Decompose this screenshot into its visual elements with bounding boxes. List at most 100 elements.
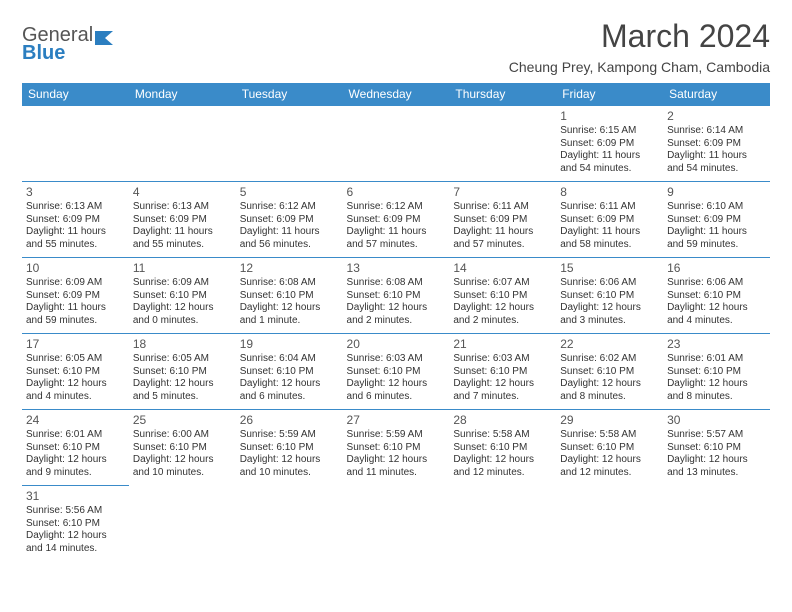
day-cell: 4Sunrise: 6:13 AMSunset: 6:09 PMDaylight… bbox=[129, 182, 236, 258]
info-line: Sunset: 6:10 PM bbox=[453, 442, 552, 455]
day-cell: 18Sunrise: 6:05 AMSunset: 6:10 PMDayligh… bbox=[129, 334, 236, 410]
location: Cheung Prey, Kampong Cham, Cambodia bbox=[509, 59, 770, 75]
info-line: Daylight: 11 hours bbox=[240, 226, 339, 239]
info-line: and 2 minutes. bbox=[347, 315, 446, 328]
day-number: 1 bbox=[560, 109, 659, 124]
info-line: Daylight: 12 hours bbox=[26, 530, 125, 543]
calendar-row: 1Sunrise: 6:15 AMSunset: 6:09 PMDaylight… bbox=[22, 106, 770, 182]
empty-cell bbox=[129, 486, 236, 562]
info-line: Sunrise: 6:08 AM bbox=[240, 277, 339, 290]
info-line: Sunrise: 5:57 AM bbox=[667, 429, 766, 442]
info-line: Daylight: 12 hours bbox=[667, 378, 766, 391]
info-line: Sunrise: 6:09 AM bbox=[26, 277, 125, 290]
info-line: Daylight: 12 hours bbox=[240, 302, 339, 315]
day-number: 18 bbox=[133, 337, 232, 352]
info-line: Daylight: 11 hours bbox=[26, 302, 125, 315]
info-line: and 6 minutes. bbox=[240, 391, 339, 404]
info-line: Daylight: 11 hours bbox=[133, 226, 232, 239]
info-line: and 54 minutes. bbox=[667, 163, 766, 176]
day-number: 24 bbox=[26, 413, 125, 428]
day-cell: 1Sunrise: 6:15 AMSunset: 6:09 PMDaylight… bbox=[556, 106, 663, 182]
empty-cell bbox=[236, 106, 343, 182]
info-line: Sunrise: 6:11 AM bbox=[560, 201, 659, 214]
info-line: Daylight: 11 hours bbox=[560, 226, 659, 239]
day-number: 6 bbox=[347, 185, 446, 200]
empty-cell bbox=[343, 106, 450, 182]
day-cell: 25Sunrise: 6:00 AMSunset: 6:10 PMDayligh… bbox=[129, 410, 236, 486]
info-line: Daylight: 12 hours bbox=[560, 454, 659, 467]
calendar-row: 10Sunrise: 6:09 AMSunset: 6:09 PMDayligh… bbox=[22, 258, 770, 334]
info-line: Daylight: 12 hours bbox=[240, 454, 339, 467]
day-number: 11 bbox=[133, 261, 232, 276]
info-line: Sunrise: 6:11 AM bbox=[453, 201, 552, 214]
info-line: Sunset: 6:10 PM bbox=[667, 290, 766, 303]
day-number: 13 bbox=[347, 261, 446, 276]
info-line: Sunset: 6:09 PM bbox=[560, 138, 659, 151]
info-line: Daylight: 12 hours bbox=[26, 378, 125, 391]
info-line: Sunrise: 5:56 AM bbox=[26, 505, 125, 518]
info-line: and 58 minutes. bbox=[560, 239, 659, 252]
info-line: Sunset: 6:10 PM bbox=[240, 442, 339, 455]
day-number: 4 bbox=[133, 185, 232, 200]
day-cell: 5Sunrise: 6:12 AMSunset: 6:09 PMDaylight… bbox=[236, 182, 343, 258]
empty-cell bbox=[556, 486, 663, 562]
day-cell: 26Sunrise: 5:59 AMSunset: 6:10 PMDayligh… bbox=[236, 410, 343, 486]
info-line: and 10 minutes. bbox=[133, 467, 232, 480]
day-cell: 10Sunrise: 6:09 AMSunset: 6:09 PMDayligh… bbox=[22, 258, 129, 334]
info-line: Daylight: 12 hours bbox=[347, 454, 446, 467]
info-line: and 0 minutes. bbox=[133, 315, 232, 328]
day-header-row: Sunday Monday Tuesday Wednesday Thursday… bbox=[22, 83, 770, 106]
info-line: and 55 minutes. bbox=[26, 239, 125, 252]
empty-cell bbox=[129, 106, 236, 182]
day-number: 10 bbox=[26, 261, 125, 276]
info-line: Sunset: 6:09 PM bbox=[347, 214, 446, 227]
info-line: Daylight: 12 hours bbox=[133, 454, 232, 467]
info-line: Sunrise: 6:01 AM bbox=[26, 429, 125, 442]
info-line: and 54 minutes. bbox=[560, 163, 659, 176]
info-line: and 2 minutes. bbox=[453, 315, 552, 328]
info-line: and 3 minutes. bbox=[560, 315, 659, 328]
day-number: 8 bbox=[560, 185, 659, 200]
info-line: Daylight: 11 hours bbox=[453, 226, 552, 239]
day-cell: 24Sunrise: 6:01 AMSunset: 6:10 PMDayligh… bbox=[22, 410, 129, 486]
day-cell: 8Sunrise: 6:11 AMSunset: 6:09 PMDaylight… bbox=[556, 182, 663, 258]
info-line: Sunset: 6:10 PM bbox=[133, 366, 232, 379]
info-line: Sunset: 6:10 PM bbox=[240, 290, 339, 303]
info-line: and 6 minutes. bbox=[347, 391, 446, 404]
info-line: Sunset: 6:10 PM bbox=[347, 290, 446, 303]
info-line: Daylight: 11 hours bbox=[347, 226, 446, 239]
info-line: Daylight: 12 hours bbox=[133, 378, 232, 391]
day-number: 25 bbox=[133, 413, 232, 428]
info-line: Daylight: 12 hours bbox=[667, 302, 766, 315]
info-line: Sunrise: 6:13 AM bbox=[26, 201, 125, 214]
info-line: Sunrise: 6:06 AM bbox=[560, 277, 659, 290]
calendar-row: 31Sunrise: 5:56 AMSunset: 6:10 PMDayligh… bbox=[22, 486, 770, 562]
page-title: March 2024 bbox=[509, 18, 770, 55]
info-line: and 9 minutes. bbox=[26, 467, 125, 480]
info-line: and 57 minutes. bbox=[453, 239, 552, 252]
info-line: Sunset: 6:09 PM bbox=[667, 214, 766, 227]
info-line: and 59 minutes. bbox=[26, 315, 125, 328]
info-line: Daylight: 11 hours bbox=[560, 150, 659, 163]
day-cell: 11Sunrise: 6:09 AMSunset: 6:10 PMDayligh… bbox=[129, 258, 236, 334]
info-line: Sunset: 6:10 PM bbox=[26, 518, 125, 531]
day-number: 2 bbox=[667, 109, 766, 124]
info-line: Daylight: 12 hours bbox=[347, 378, 446, 391]
day-cell: 31Sunrise: 5:56 AMSunset: 6:10 PMDayligh… bbox=[22, 486, 129, 562]
info-line: Sunset: 6:10 PM bbox=[133, 290, 232, 303]
info-line: and 56 minutes. bbox=[240, 239, 339, 252]
dayhead-mon: Monday bbox=[129, 83, 236, 106]
info-line: Sunrise: 6:03 AM bbox=[453, 353, 552, 366]
day-cell: 3Sunrise: 6:13 AMSunset: 6:09 PMDaylight… bbox=[22, 182, 129, 258]
info-line: Daylight: 12 hours bbox=[667, 454, 766, 467]
info-line: Sunset: 6:09 PM bbox=[453, 214, 552, 227]
info-line: Sunrise: 6:07 AM bbox=[453, 277, 552, 290]
day-number: 9 bbox=[667, 185, 766, 200]
day-number: 28 bbox=[453, 413, 552, 428]
info-line: Sunset: 6:10 PM bbox=[26, 442, 125, 455]
dayhead-wed: Wednesday bbox=[343, 83, 450, 106]
info-line: and 1 minute. bbox=[240, 315, 339, 328]
day-number: 31 bbox=[26, 489, 125, 504]
info-line: Daylight: 12 hours bbox=[240, 378, 339, 391]
info-line: and 59 minutes. bbox=[667, 239, 766, 252]
